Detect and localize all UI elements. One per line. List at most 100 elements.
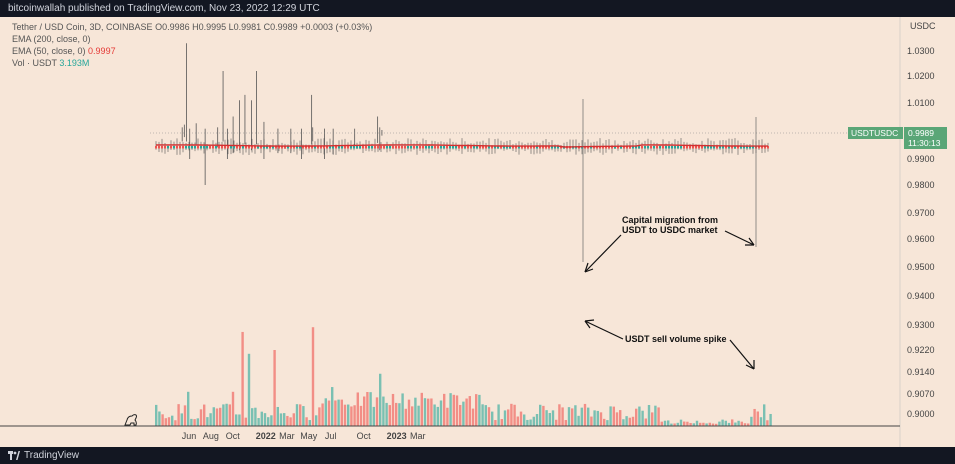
legend: Tether / USD Coin, 3D, COINBASE O0.9986 … (12, 21, 372, 69)
candle-body (449, 146, 451, 149)
volume-bar (516, 416, 519, 426)
volume-bar (231, 391, 235, 426)
candle-body (668, 146, 670, 149)
volume-bar (625, 416, 628, 426)
candle-body (269, 146, 271, 149)
volume-bar (523, 414, 526, 426)
axis-currency: USDC (910, 21, 936, 31)
candle-body (602, 146, 604, 149)
x-tick-label: Mar (410, 431, 426, 441)
candle-body (353, 146, 355, 149)
volume-bar (679, 419, 683, 426)
candle-body (629, 146, 631, 149)
volume-bar (414, 397, 417, 426)
volume-bar (663, 420, 667, 426)
footer-brand: TradingView (24, 450, 80, 461)
volume-bar (462, 401, 465, 426)
volume-bar (446, 407, 449, 426)
x-tick-label: Aug (203, 431, 219, 441)
volume-bar (417, 405, 420, 426)
volume-bar (475, 394, 478, 426)
volume-bar (548, 412, 551, 426)
volume-bar (324, 398, 327, 426)
annotation-arrow (729, 339, 755, 370)
volume-bar (161, 414, 164, 426)
volume-bar (395, 402, 398, 426)
candle-body (671, 146, 673, 149)
annotation-arrow (584, 234, 622, 273)
candle-body (758, 146, 760, 149)
candle-body (476, 146, 478, 149)
candle-body (341, 146, 343, 149)
candle-body (329, 146, 331, 149)
candle-body (239, 146, 241, 149)
volume-bar (478, 394, 481, 426)
volume-bar (180, 413, 183, 426)
candle-body (182, 146, 184, 149)
annotation-arrowhead (584, 319, 595, 329)
candle-body (236, 146, 238, 149)
y-tick-label: 0.9400 (907, 291, 935, 301)
candle-body (425, 146, 427, 149)
symbol-tag (848, 127, 903, 139)
candle-body (272, 146, 274, 149)
volume-bar (542, 405, 545, 426)
candle-body (521, 146, 523, 149)
candle-body (509, 146, 511, 149)
volume-bar (577, 415, 580, 426)
candle-body (242, 146, 244, 149)
volume-bar (551, 410, 555, 426)
volume-bar (372, 406, 375, 426)
candle-body (404, 146, 406, 149)
volume-bar (667, 420, 670, 426)
candle-body (599, 146, 601, 149)
price-chart[interactable]: 1.0300 1.0200 1.0100 0.9900 0.9800 0.9700 0.96… (0, 17, 955, 447)
volume-bar (247, 353, 251, 426)
y-tick-label: 0.9900 (907, 154, 935, 164)
candle-body (218, 146, 220, 149)
candle-body (491, 146, 493, 149)
volume-bar (731, 419, 734, 426)
candle-body (560, 146, 562, 149)
volume-bar (711, 423, 715, 426)
time-axis: Jun Aug Oct 2022 Mar May Jul Oct 2023 Mar (0, 425, 900, 441)
volume-bar (740, 421, 743, 426)
candle-body (224, 146, 226, 149)
y-tick-label: 0.9070 (907, 389, 935, 399)
dino-icon (124, 414, 137, 426)
candle-body (164, 146, 166, 149)
chart-frame[interactable]: 1.0300 1.0200 1.0100 0.9900 0.9800 0.9700 0.96… (0, 17, 955, 447)
candle-body (689, 146, 691, 149)
volume-bar (590, 416, 593, 426)
candle-body (632, 146, 634, 149)
volume-bar (183, 405, 187, 426)
y-tick-label: 0.9300 (907, 320, 935, 330)
volume-bar (404, 408, 407, 426)
volume-bar (369, 392, 372, 426)
y-tick-label: 0.9000 (907, 409, 935, 419)
volume-bar (238, 414, 241, 426)
candle-body (389, 146, 391, 149)
annotation-text: USDT sell volume spike (625, 334, 727, 344)
y-tick-label: 0.9140 (907, 367, 935, 377)
volume-bar (574, 405, 577, 426)
candle-body (539, 146, 541, 149)
candle-body (707, 146, 709, 149)
candle-body (731, 146, 733, 149)
volume-bar (507, 409, 510, 426)
volume-bar (199, 409, 203, 426)
candle-body (701, 146, 703, 149)
candle-body (743, 146, 745, 149)
candle-body (518, 146, 520, 149)
candle-body (431, 146, 433, 149)
x-tick-label: 2023 (387, 431, 407, 441)
candle-body (260, 146, 262, 149)
candle-body (296, 146, 298, 149)
candle-body (275, 146, 277, 149)
candle-body (368, 146, 370, 149)
volume-bar (171, 415, 174, 426)
x-tick-label: Oct (226, 431, 241, 441)
volume-bar (263, 413, 267, 426)
volume-bar (276, 406, 279, 426)
